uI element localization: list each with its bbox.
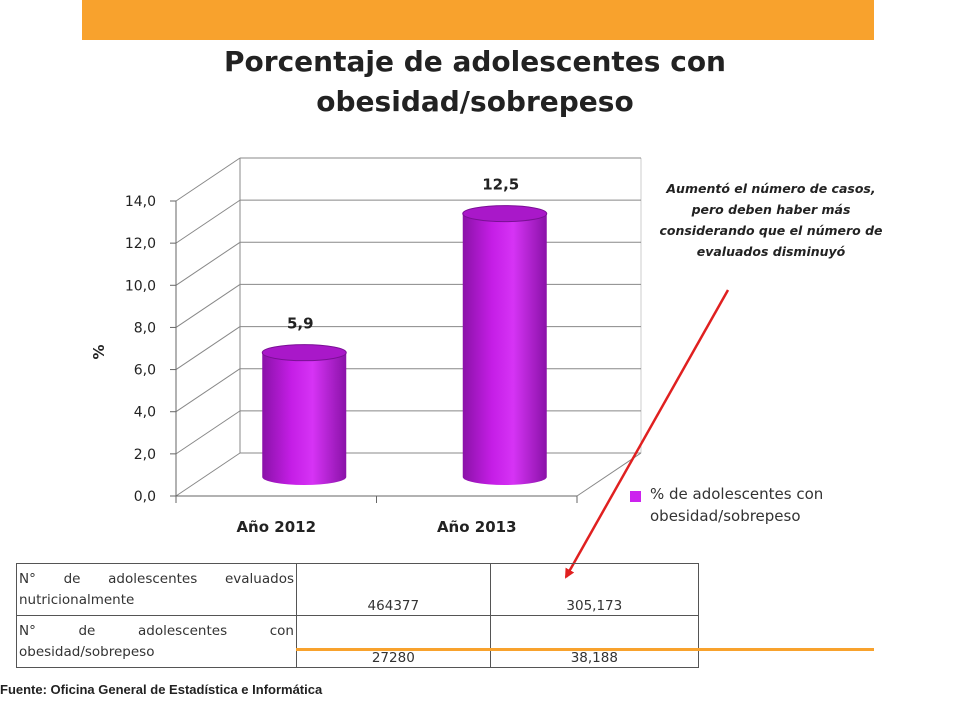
chart-annotation: Aumentó el número de casos, pero deben h… [659,181,883,259]
y-tick-label: 4,0 [134,405,156,421]
gridline-diagonal [175,157,241,202]
callout-arrow [564,289,730,579]
data-label: 12,5 [482,176,519,194]
gridline-diagonal [175,452,241,497]
table-row-label: N° de adolescentes con obesidad/sobrepes… [16,615,297,668]
bar-body [262,352,347,485]
gridline-diagonal [175,326,241,370]
top-accent-bar [82,0,874,40]
chart-bars: 5,9 12,5 [261,176,548,485]
y-tick-label: 6,0 [134,363,156,379]
y-tick-label: 10,0 [125,278,156,294]
y-tick-label: 12,0 [125,236,156,252]
table-cell: 38,188 [489,615,700,668]
y-tick-label: 8,0 [134,320,156,336]
table-row: N° de adolescentes con obesidad/sobrepes… [16,615,700,668]
table-row-label: N° de adolescentes evaluados nutricional… [16,563,297,616]
chart-grid [175,157,642,497]
bar [261,344,347,485]
y-tick-label: 2,0 [134,447,156,463]
table-row: N° de adolescentes evaluados nutricional… [16,563,700,616]
bar-top [462,205,548,223]
y-tick-label: 14,0 [125,194,156,210]
x-tick-label: Año 2012 [236,518,316,536]
bar-top [261,344,347,362]
y-axis-label: % [90,344,108,359]
source-note: Fuente: Oficina General de Estadística e… [0,682,323,697]
bottom-accent-rule [296,648,874,651]
table-cell: 464377 [296,563,491,616]
gridline-diagonal [175,241,241,286]
gridline-diagonal [175,410,241,455]
legend-swatch [630,491,641,502]
gridline-diagonal [175,284,241,328]
bar [462,205,548,485]
table-cell: 27280 [296,615,491,668]
table-cell: 305,173 [489,563,700,616]
gridline-diagonal [175,368,241,413]
x-tick-label: Año 2013 [437,518,517,536]
bar-body [462,213,547,485]
legend-label: % de adolescentes con obesidad/sobrepeso [650,485,824,525]
chart-axes: 0,0 2,0 4,0 6,0 8,0 10,0 12,0 14,0 Año 2012 Año 2… [125,194,578,536]
data-table: N° de adolescentes evaluados nutricional… [16,563,700,668]
y-tick-label: 0,0 [134,489,156,505]
page-title: Porcentaje de adolescentes con obesidad/… [224,45,726,118]
floor-right-edge [576,452,642,497]
gridline-diagonal [175,199,241,244]
data-label: 5,9 [287,315,314,333]
